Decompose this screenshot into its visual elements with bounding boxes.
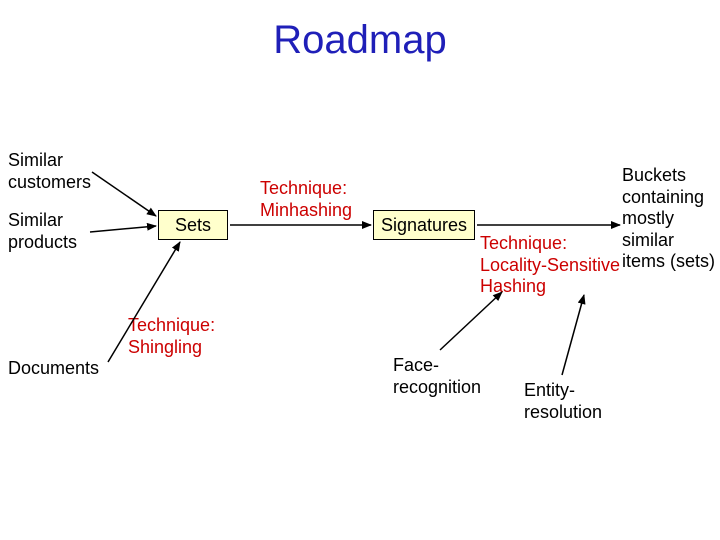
label-similar-products: Similarproducts — [8, 210, 77, 253]
node-sets: Sets — [158, 210, 228, 240]
node-signatures-label: Signatures — [381, 215, 467, 236]
label-buckets: Bucketscontainingmostlysimilaritems (set… — [622, 165, 715, 273]
page-title: Roadmap — [0, 18, 720, 63]
node-signatures: Signatures — [373, 210, 475, 240]
label-similar-customers: Similarcustomers — [8, 150, 91, 193]
label-technique-minhashing: Technique:Minhashing — [260, 178, 352, 221]
label-entity-resolution: Entity-resolution — [524, 380, 602, 423]
label-technique-lsh: Technique:Locality-SensitiveHashing — [480, 233, 620, 298]
label-technique-shingling: Technique:Shingling — [128, 315, 215, 358]
label-documents: Documents — [8, 358, 99, 380]
node-sets-label: Sets — [175, 215, 211, 236]
label-face-recognition: Face-recognition — [393, 355, 481, 398]
